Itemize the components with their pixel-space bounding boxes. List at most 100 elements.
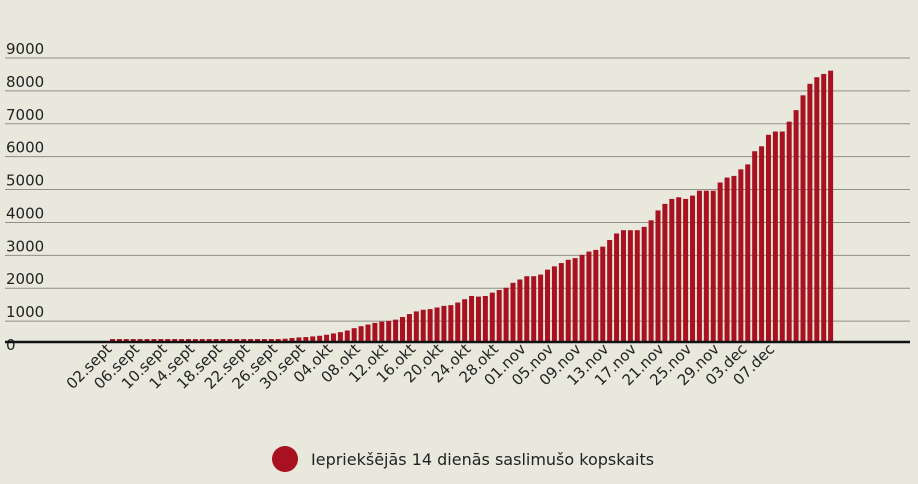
bar bbox=[158, 339, 164, 342]
bar bbox=[441, 305, 447, 342]
bar bbox=[731, 175, 737, 342]
bar bbox=[275, 339, 281, 342]
y-tick-label: 9000 bbox=[6, 40, 44, 58]
bar bbox=[600, 246, 606, 342]
bar bbox=[469, 295, 475, 342]
bar bbox=[296, 337, 302, 342]
bar bbox=[282, 338, 288, 342]
bar bbox=[234, 339, 240, 342]
bar bbox=[317, 335, 323, 342]
bar bbox=[551, 266, 557, 342]
y-tick-label: 0 bbox=[6, 336, 16, 354]
y-tick-label: 5000 bbox=[6, 172, 44, 190]
y-tick-label: 4000 bbox=[6, 204, 44, 222]
bar bbox=[165, 339, 171, 342]
bar bbox=[434, 307, 440, 342]
bar bbox=[648, 220, 654, 342]
bar bbox=[261, 339, 267, 342]
bar bbox=[337, 332, 343, 342]
bar bbox=[220, 339, 226, 342]
bar bbox=[324, 334, 330, 342]
bar bbox=[828, 70, 834, 343]
bar bbox=[199, 339, 205, 342]
bar bbox=[655, 210, 661, 342]
bar bbox=[634, 230, 640, 342]
bar bbox=[620, 230, 626, 342]
bar bbox=[641, 226, 647, 342]
bar bbox=[400, 317, 406, 342]
bar bbox=[821, 73, 827, 343]
bar bbox=[365, 324, 371, 342]
bar bbox=[690, 195, 696, 342]
bar bbox=[676, 197, 682, 342]
bar bbox=[510, 282, 516, 342]
y-tick-label: 1000 bbox=[6, 303, 44, 321]
gridlines bbox=[5, 57, 910, 322]
bar bbox=[538, 274, 544, 342]
bar bbox=[110, 339, 115, 342]
bar bbox=[524, 276, 530, 342]
bar bbox=[593, 249, 599, 342]
bars bbox=[110, 70, 834, 343]
bar bbox=[759, 146, 765, 342]
bar bbox=[482, 295, 488, 342]
bar bbox=[710, 190, 716, 342]
bar bbox=[586, 251, 592, 342]
bar bbox=[179, 339, 185, 342]
bar bbox=[248, 339, 254, 342]
bar bbox=[255, 339, 260, 342]
bar bbox=[800, 95, 806, 342]
bar bbox=[241, 339, 247, 342]
bar bbox=[192, 339, 198, 342]
bar bbox=[793, 110, 799, 342]
bar bbox=[607, 240, 613, 342]
bar bbox=[379, 321, 385, 342]
bar bbox=[738, 169, 744, 342]
bar bbox=[130, 339, 136, 342]
bar bbox=[413, 311, 419, 342]
bar bbox=[765, 134, 771, 342]
bar bbox=[427, 309, 433, 342]
bar bbox=[462, 299, 468, 342]
bar bbox=[330, 333, 336, 342]
bar bbox=[662, 203, 668, 342]
bar bbox=[496, 290, 502, 342]
bar bbox=[268, 339, 274, 342]
legend: Iepriekšējās 14 dienās saslimušo kopskai… bbox=[272, 446, 654, 472]
bar bbox=[627, 230, 633, 342]
bar bbox=[172, 339, 178, 342]
bar bbox=[351, 328, 357, 342]
bar bbox=[752, 151, 758, 342]
bar bbox=[807, 83, 813, 342]
bar bbox=[579, 254, 585, 342]
bar bbox=[386, 320, 392, 342]
bar bbox=[213, 339, 219, 342]
bar bbox=[310, 336, 316, 342]
legend-swatch bbox=[272, 446, 298, 472]
bar bbox=[724, 177, 730, 342]
bar bbox=[814, 77, 820, 343]
bar bbox=[372, 322, 378, 342]
y-tick-label: 2000 bbox=[6, 270, 44, 288]
bar bbox=[517, 279, 523, 342]
bar bbox=[123, 339, 129, 342]
bar bbox=[185, 339, 191, 342]
bar bbox=[614, 233, 620, 342]
bar bbox=[565, 259, 571, 342]
bar bbox=[683, 198, 689, 342]
bar bbox=[116, 339, 122, 342]
bar bbox=[448, 305, 454, 342]
bar bbox=[406, 314, 412, 342]
bar bbox=[786, 121, 792, 342]
bar bbox=[772, 131, 778, 342]
bar bbox=[455, 302, 461, 342]
bar bbox=[420, 309, 426, 342]
bar bbox=[531, 276, 537, 342]
bar bbox=[358, 326, 364, 342]
bar bbox=[137, 339, 143, 342]
bar bbox=[503, 287, 509, 342]
bar bbox=[745, 164, 751, 342]
bar bbox=[669, 198, 675, 342]
y-axis-ticks: 0 1000 2000 3000 4000 5000 6000 7000 8000 9000 bbox=[6, 40, 44, 354]
